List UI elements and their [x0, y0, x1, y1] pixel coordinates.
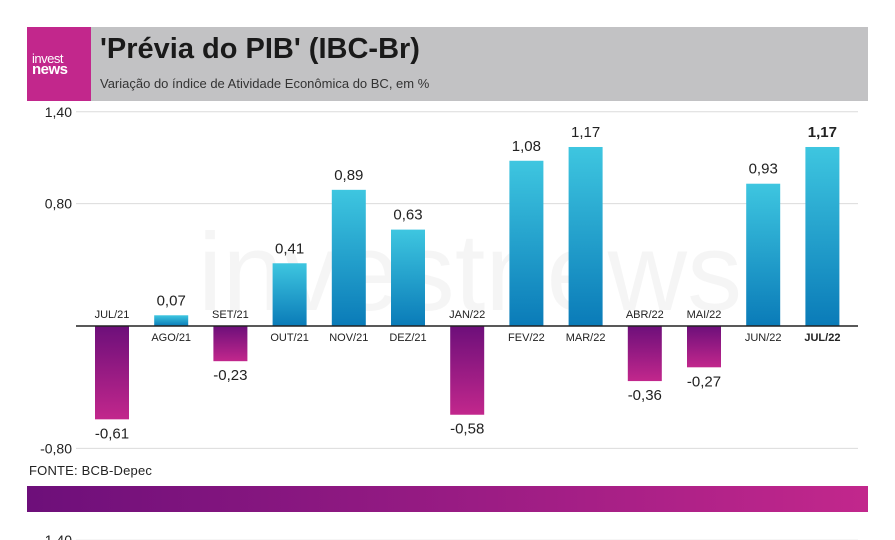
logo-line-2: news [32, 61, 68, 78]
data-label: 0,89 [334, 167, 363, 184]
data-label: 1,08 [512, 138, 541, 155]
source-note: FONTE: BCB-Depec [29, 463, 153, 478]
bar [568, 146, 603, 326]
bar [450, 326, 485, 415]
data-label: 0,93 [749, 161, 778, 178]
data-label: 1,17 [808, 124, 837, 141]
header-band [27, 27, 868, 101]
data-label: 0,41 [275, 240, 304, 257]
data-label: -0,23 [213, 367, 247, 384]
bar [272, 263, 307, 326]
data-label: 0,07 [157, 292, 186, 309]
category-label: JUL/21 [95, 309, 130, 321]
bar [213, 326, 248, 362]
category-label: OUT/21 [270, 332, 309, 344]
category-label: NOV/21 [329, 332, 368, 344]
bar [154, 315, 189, 326]
y-tick-label: -0,80 [40, 440, 72, 456]
category-label: DEZ/21 [389, 332, 426, 344]
category-label: AGO/21 [151, 332, 191, 344]
data-label: -0,36 [628, 387, 662, 404]
category-label: JUN/22 [745, 332, 782, 344]
bar [627, 326, 662, 382]
bar [391, 229, 425, 326]
y-tick-label: 0,80 [45, 196, 72, 212]
category-label: JAN/22 [449, 309, 485, 321]
y-tick-label: -1,40 [40, 532, 72, 540]
bar [509, 160, 544, 326]
bar [805, 146, 840, 326]
category-label: JUL/22 [804, 332, 840, 344]
bar [331, 189, 366, 326]
bar [746, 183, 781, 326]
category-label: MAI/22 [687, 309, 722, 321]
chart-subtitle: Variação do índice de Atividade Econômic… [100, 76, 430, 91]
data-label: 0,63 [393, 207, 422, 224]
logo-line-1: invest [32, 51, 63, 66]
data-label: -0,27 [687, 373, 721, 390]
data-label: -0,58 [450, 421, 484, 438]
chart-title: 'Prévia do PIB' (IBC-Br) [100, 33, 420, 65]
category-label: SET/21 [212, 309, 249, 321]
category-label: MAR/22 [566, 332, 606, 344]
category-label: FEV/22 [508, 332, 545, 344]
category-label: ABR/22 [626, 309, 664, 321]
y-tick-label: 1,40 [45, 104, 72, 120]
brand-logo: invest news [27, 27, 91, 101]
footer-gradient-band [27, 486, 868, 512]
bar [687, 326, 721, 368]
data-label: -0,61 [95, 425, 129, 442]
data-label: 1,17 [571, 124, 600, 141]
bar [95, 326, 129, 420]
